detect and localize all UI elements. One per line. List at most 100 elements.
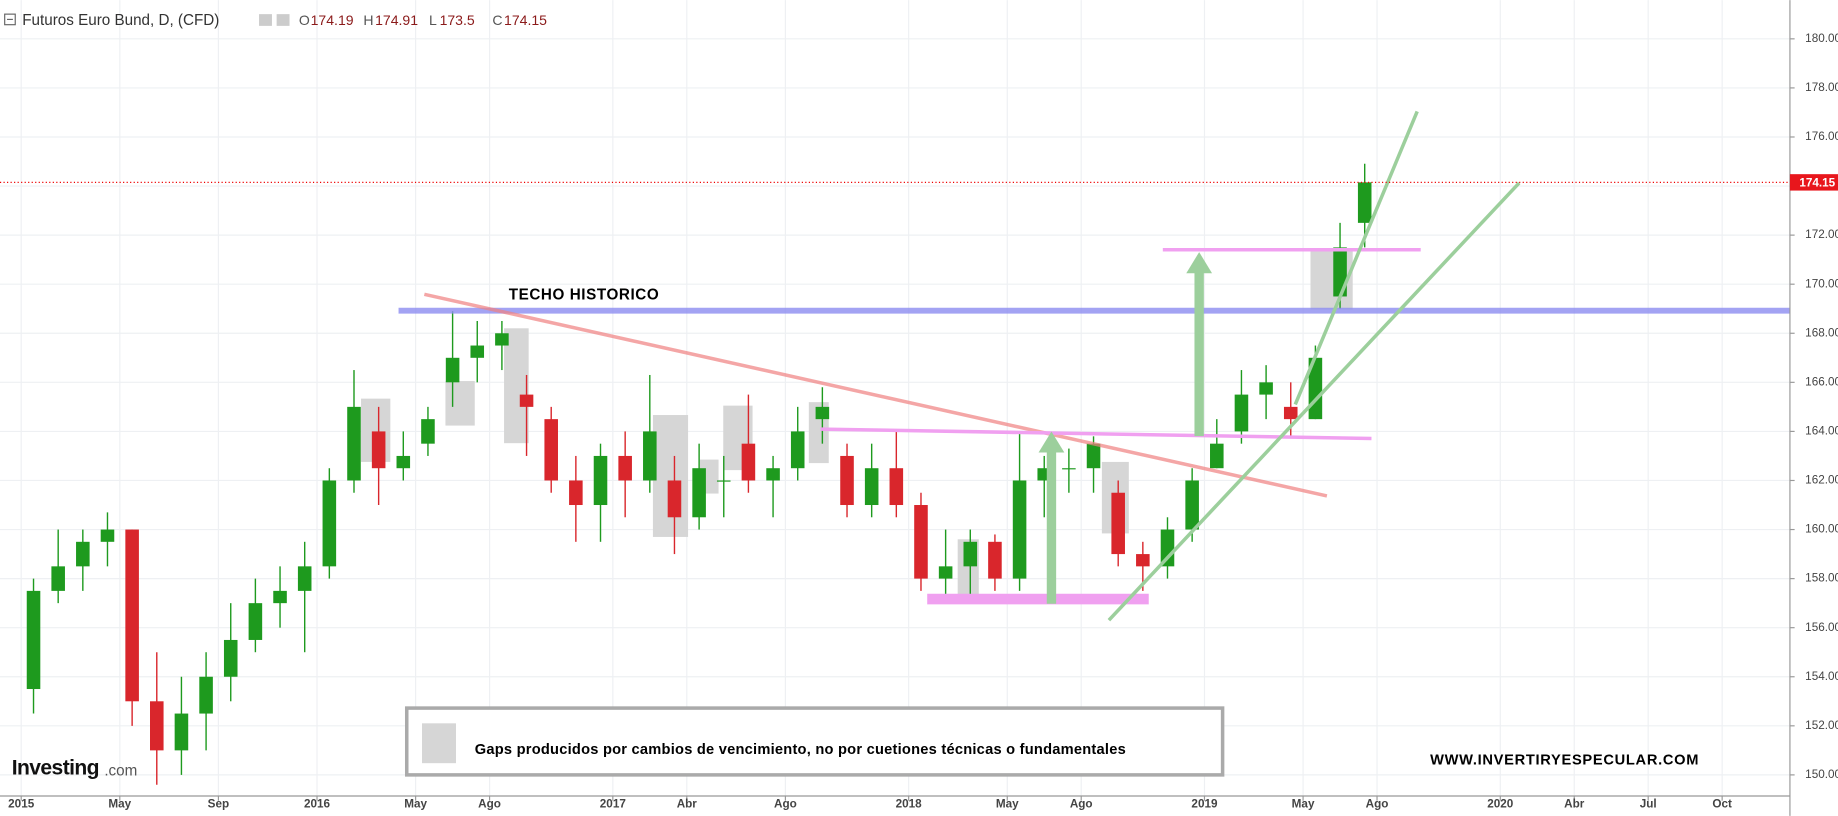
y-tick-label: 168.00 xyxy=(1805,326,1838,339)
candle-body xyxy=(1234,394,1249,432)
candle-body xyxy=(1086,443,1101,469)
candle-body xyxy=(26,590,41,690)
x-tick-label: Oct xyxy=(1712,797,1732,810)
candle-body xyxy=(1357,182,1372,223)
candle-body xyxy=(150,701,164,751)
y-tick-label: 176.00 xyxy=(1805,130,1838,143)
trend-line xyxy=(1107,181,1521,622)
grid xyxy=(0,0,1790,796)
candles xyxy=(26,163,1372,785)
trend-line xyxy=(1293,110,1419,406)
candle-body xyxy=(223,639,238,677)
axes: 150.00 152.00 154.00 156.00 158.00 160.00 162.… xyxy=(0,32,1838,810)
candle-body xyxy=(716,480,731,482)
candle-body xyxy=(914,505,928,579)
candle-body xyxy=(273,590,287,604)
candle-body xyxy=(519,394,534,407)
candle-body xyxy=(125,529,139,702)
symbol-title: Futuros Euro Bund, D, (CFD) xyxy=(22,12,219,29)
candle-body xyxy=(174,713,189,751)
y-tick-label: 172.00 xyxy=(1805,228,1838,241)
x-tick-label: Ago xyxy=(1070,797,1093,810)
y-tick-label: 160.00 xyxy=(1805,523,1838,536)
candle-body xyxy=(248,603,263,640)
y-tick-label: 162.00 xyxy=(1805,474,1838,487)
candle-body xyxy=(76,541,90,567)
logo-suffix: .com xyxy=(104,762,137,779)
candle-body xyxy=(840,455,854,506)
candle-body xyxy=(618,455,632,481)
candle-body xyxy=(988,541,1002,579)
y-tick-label: 178.00 xyxy=(1805,81,1838,94)
candle-body xyxy=(1283,406,1298,420)
collapse-icon[interactable] xyxy=(4,13,16,26)
x-tick-label: May xyxy=(1292,797,1315,810)
x-tick-label: 2018 xyxy=(896,797,923,810)
ohlc-value: 174.15 xyxy=(504,12,547,28)
ohlc-value: 173.5 xyxy=(440,12,475,28)
candle-body xyxy=(938,566,953,579)
gap-box xyxy=(504,328,529,444)
candle-body xyxy=(470,345,485,358)
candle-body xyxy=(322,480,337,567)
y-tick-label: 150.00 xyxy=(1805,768,1838,781)
candle-body xyxy=(790,431,805,469)
y-tick-label: 164.00 xyxy=(1805,424,1838,437)
ohlc-label: L xyxy=(429,12,437,28)
y-tick-label: 156.00 xyxy=(1805,621,1838,634)
x-tick-label: Abr xyxy=(1564,797,1585,810)
x-tick-label: May xyxy=(404,797,427,810)
arrow-head xyxy=(1186,252,1213,274)
candle-body xyxy=(495,333,509,346)
y-tick-label: 170.00 xyxy=(1805,277,1838,290)
y-tick-label: 166.00 xyxy=(1805,375,1838,388)
x-tick-label: Abr xyxy=(677,797,698,810)
y-tick-label: 180.00 xyxy=(1805,32,1838,45)
legend-swatch xyxy=(421,723,456,764)
x-tick-label: 2015 xyxy=(8,797,35,810)
trend-line xyxy=(423,292,1328,498)
trend-lines xyxy=(398,110,1790,622)
ohlc-value: 174.19 xyxy=(311,12,354,28)
candle-body xyxy=(667,480,682,518)
gap-box xyxy=(652,415,689,537)
candle-body xyxy=(421,419,435,444)
last-price-label: 174.15 xyxy=(1799,177,1835,190)
icon[interactable] xyxy=(276,14,290,26)
ohlc-label: O xyxy=(299,12,310,28)
candle-body xyxy=(963,541,978,567)
x-tick-label: 2017 xyxy=(600,797,626,810)
candle-body xyxy=(396,455,411,469)
candle-body xyxy=(199,676,213,714)
candle-body xyxy=(593,455,608,506)
x-tick-label: Ago xyxy=(478,797,501,810)
gap-box xyxy=(445,381,475,426)
x-tick-label: 2019 xyxy=(1191,797,1218,810)
annotation: TECHO HISTORICO xyxy=(509,286,660,303)
y-tick-label: 154.00 xyxy=(1805,670,1838,683)
candle-body xyxy=(1210,443,1224,469)
candle-body xyxy=(889,468,904,506)
x-tick-label: Ago xyxy=(774,797,797,810)
x-tick-label: Ago xyxy=(1366,797,1389,810)
ohlc-label: C xyxy=(492,12,502,28)
x-tick-label: 2020 xyxy=(1487,797,1514,810)
candle-body xyxy=(51,566,65,591)
candle-body xyxy=(1012,480,1027,579)
candle-body xyxy=(643,431,657,481)
icon[interactable] xyxy=(259,14,272,26)
candle-body xyxy=(864,468,879,506)
candle-body xyxy=(1259,382,1273,395)
candle-body xyxy=(544,419,558,481)
x-tick-label: 2016 xyxy=(304,797,331,810)
candle-body xyxy=(569,480,583,506)
candle-body xyxy=(692,468,706,518)
candle-body xyxy=(297,566,312,591)
watermark: WWW.INVERTIRYESPECULAR.COM xyxy=(1430,753,1699,769)
ohlc-value: 174.91 xyxy=(375,12,418,28)
candle-body xyxy=(445,357,460,383)
logo: Investing xyxy=(12,757,99,780)
ohlc-label: H xyxy=(363,12,373,28)
candle-body xyxy=(1160,529,1175,567)
